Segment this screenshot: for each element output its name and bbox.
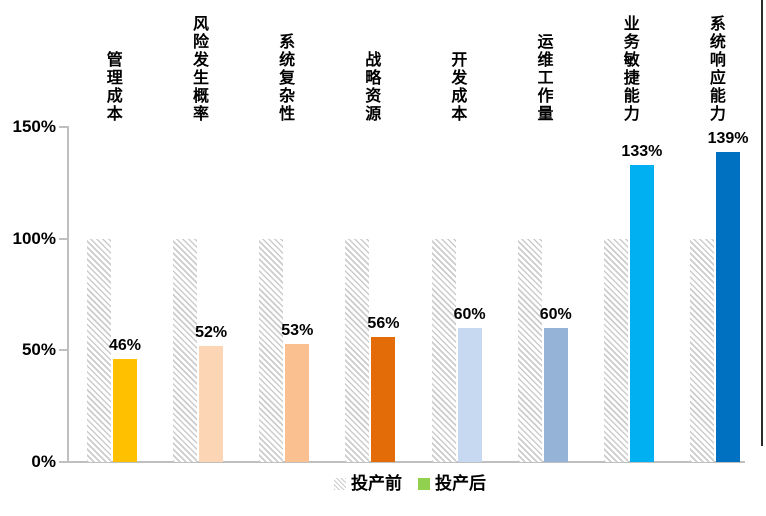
category-label-text: 运维工作量 — [534, 33, 552, 123]
y-tick-label: 50% — [21, 340, 56, 360]
category-label: 开发成本 — [414, 0, 500, 123]
bar-before-production — [690, 239, 715, 462]
x-axis — [67, 461, 745, 463]
bar-after-production — [113, 359, 137, 462]
bar-after-production — [199, 346, 224, 462]
y-tick-mark — [59, 126, 68, 128]
bar-before-production — [517, 239, 542, 462]
y-tick-label: 100% — [12, 228, 56, 248]
category-label: 业务敏捷能力 — [586, 0, 672, 123]
bar-value-label: 133% — [621, 143, 663, 160]
category-label: 战略资源 — [327, 0, 413, 123]
category-label: 系统复杂性 — [241, 0, 327, 123]
category-label: 风险发生概率 — [155, 0, 241, 123]
bar-value-label: 60% — [539, 306, 572, 323]
category-label: 系统响应能力 — [672, 0, 758, 123]
bar-group — [87, 239, 137, 462]
bar-before-production — [603, 239, 628, 462]
legend: 投产前 投产后 — [334, 475, 486, 493]
y-tick-mark — [59, 237, 68, 240]
bar-value-label: 139% — [707, 130, 749, 147]
category-label-text: 战略资源 — [362, 51, 380, 123]
category-label-text: 系统复杂性 — [276, 33, 294, 123]
category-label-text: 业务敏捷能力 — [620, 15, 638, 123]
bar-value-label: 56% — [367, 315, 400, 332]
category-label-text: 系统响应能力 — [706, 15, 724, 123]
bar-after-production — [285, 344, 310, 462]
bar-group — [259, 239, 310, 462]
bar-after-production — [371, 337, 396, 462]
category-label: 运维工作量 — [500, 0, 586, 123]
category-label: 管理成本 — [69, 0, 155, 123]
y-tick-mark — [59, 349, 68, 352]
bar-before-production — [259, 239, 284, 462]
bar-group — [173, 239, 224, 462]
category-label-text: 风险发生概率 — [189, 15, 207, 123]
bar-before-production — [87, 239, 111, 462]
bar-before-production — [173, 239, 198, 462]
legend-label-before: 投产前 — [351, 474, 402, 493]
bar-group — [603, 165, 654, 462]
legend-swatch-after-icon — [418, 478, 430, 490]
bar-after-production — [543, 328, 568, 462]
y-tick-mark — [59, 461, 68, 463]
bar-value-label: 60% — [453, 306, 486, 323]
bar-after-production — [716, 152, 741, 462]
bar-group — [517, 239, 568, 462]
y-tick-label: 150% — [12, 117, 56, 136]
bar-before-production — [431, 239, 456, 462]
bar-after-production — [629, 165, 654, 462]
bar-after-production — [457, 328, 482, 462]
legend-label-after: 投产后 — [435, 474, 486, 493]
y-tick-label: 0% — [31, 452, 56, 471]
bar-value-label: 52% — [195, 324, 228, 341]
bar-before-production — [345, 239, 370, 462]
legend-swatch-before-icon — [334, 478, 346, 490]
category-label-text: 开发成本 — [448, 51, 466, 123]
legend-item-before: 投产前 — [334, 475, 402, 493]
bar-group — [345, 239, 396, 462]
legend-item-after: 投产后 — [418, 475, 486, 493]
bar-value-label: 46% — [108, 337, 142, 354]
category-label-text: 管理成本 — [103, 51, 121, 123]
bar-group — [431, 239, 482, 462]
bar-group — [690, 152, 741, 462]
right-border-rule — [761, 0, 763, 446]
y-axis — [67, 126, 69, 463]
bar-value-label: 53% — [281, 322, 314, 339]
